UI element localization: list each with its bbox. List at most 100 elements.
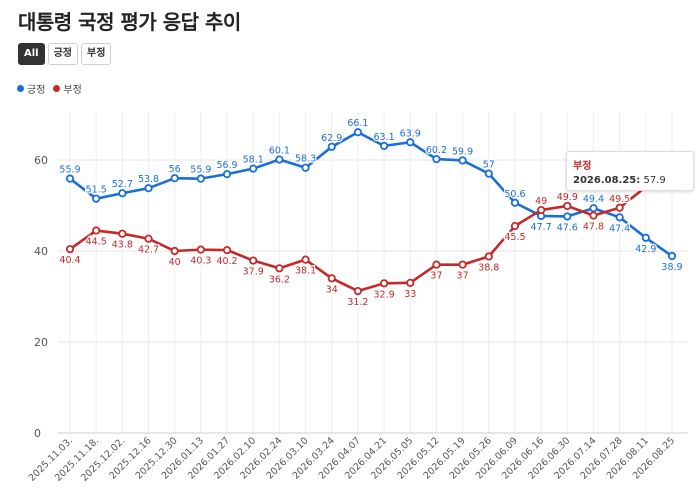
data-point [667,251,677,261]
data-label: 40.4 [59,255,80,266]
data-label: 49 [535,196,547,207]
legend-item-negative[interactable]: 부정 [53,81,82,96]
legend-label: 부정 [63,85,82,96]
chart-tooltip: 부정 2026.08.25: 57.9 [566,151,694,191]
data-label: 37 [457,271,469,282]
data-label: 36.2 [269,274,290,285]
tooltip-date: 2026.08.25: [573,175,641,186]
data-point [301,255,310,264]
data-point [615,213,624,222]
data-label: 63.1 [374,132,395,143]
data-label: 44.5 [86,237,107,248]
data-label: 49.5 [609,194,630,205]
data-label: 58.3 [295,154,316,165]
data-point [92,194,101,203]
data-point [222,245,232,255]
data-point [484,169,493,178]
data-label: 49.4 [583,194,604,205]
data-label: 52.7 [112,179,133,190]
data-label: 59.9 [452,146,473,157]
data-point [196,245,205,254]
data-label: 38.1 [295,266,316,277]
data-point [275,264,284,273]
y-tick-label: 60 [34,154,48,167]
data-label: 47.8 [583,222,604,233]
data-point [92,226,101,235]
data-label: 47.7 [531,222,552,233]
data-label: 38.8 [478,262,499,273]
data-point [589,204,598,213]
data-point [510,198,520,207]
data-label: 53.8 [138,174,159,185]
data-label: 32.9 [374,289,395,300]
filter-negative-button[interactable]: 부정 [81,43,112,65]
data-label: 55.9 [59,165,80,176]
data-label: 45.5 [504,232,525,243]
data-point [65,174,75,183]
data-label: 58.1 [243,155,264,166]
tooltip-series: 부정 [573,161,592,172]
data-point [301,163,310,172]
data-label: 57 [483,160,495,171]
data-point [353,128,363,137]
data-label: 47.4 [609,223,630,234]
chart-legend: 긍정 부정 [17,81,82,96]
data-label: 40 [169,257,181,268]
data-point [65,245,75,254]
data-label: 33 [404,289,416,300]
filter-positive-button[interactable]: 긍정 [47,43,79,65]
data-label: 49.9 [557,192,578,203]
data-point [406,138,415,147]
legend-dot-icon [53,85,61,92]
filter-all-button[interactable]: All [18,43,45,65]
data-point [170,246,179,256]
data-label: 63.9 [400,128,421,139]
data-label: 37 [430,271,442,282]
data-point [353,286,363,296]
data-point [537,205,546,215]
data-point [249,256,258,265]
data-label: 60.1 [269,146,290,157]
data-label: 50.6 [504,189,525,200]
data-label: 55.9 [190,165,211,176]
data-label: 31.2 [347,297,368,308]
data-label: 56 [169,164,181,175]
data-point [170,174,179,183]
data-label: 60.2 [426,145,447,156]
data-point [327,274,336,283]
legend-label: 긍정 [27,85,46,96]
data-label: 40.2 [216,256,237,267]
data-point [615,203,624,212]
filter-group: All 긍정 부정 [18,43,112,65]
data-label: 42.9 [635,244,656,255]
data-label: 37.9 [243,267,264,278]
data-label: 38.9 [661,262,682,273]
data-point [379,141,389,150]
series-line-positive [69,130,673,258]
data-point [432,260,441,269]
data-point [484,252,493,261]
data-point [432,154,441,164]
y-tick-label: 40 [34,245,48,258]
legend-item-positive[interactable]: 긍정 [17,81,45,96]
series-line-negative [69,168,673,293]
data-point [379,279,389,288]
data-label: 62.9 [321,133,342,144]
legend-dot-icon [17,85,24,92]
data-point [275,155,284,164]
data-point [563,212,572,221]
data-label: 43.8 [112,240,133,251]
data-point [510,221,520,231]
data-point [249,164,258,173]
data-point [118,189,127,198]
data-point [144,184,153,193]
data-label: 42.7 [138,245,159,256]
data-point [144,234,153,243]
data-point [563,201,572,211]
data-point [458,156,467,165]
tooltip-value: 57.9 [643,175,666,186]
data-label: 56.9 [216,160,237,171]
data-label: 66.1 [347,118,368,129]
data-point [118,229,127,238]
